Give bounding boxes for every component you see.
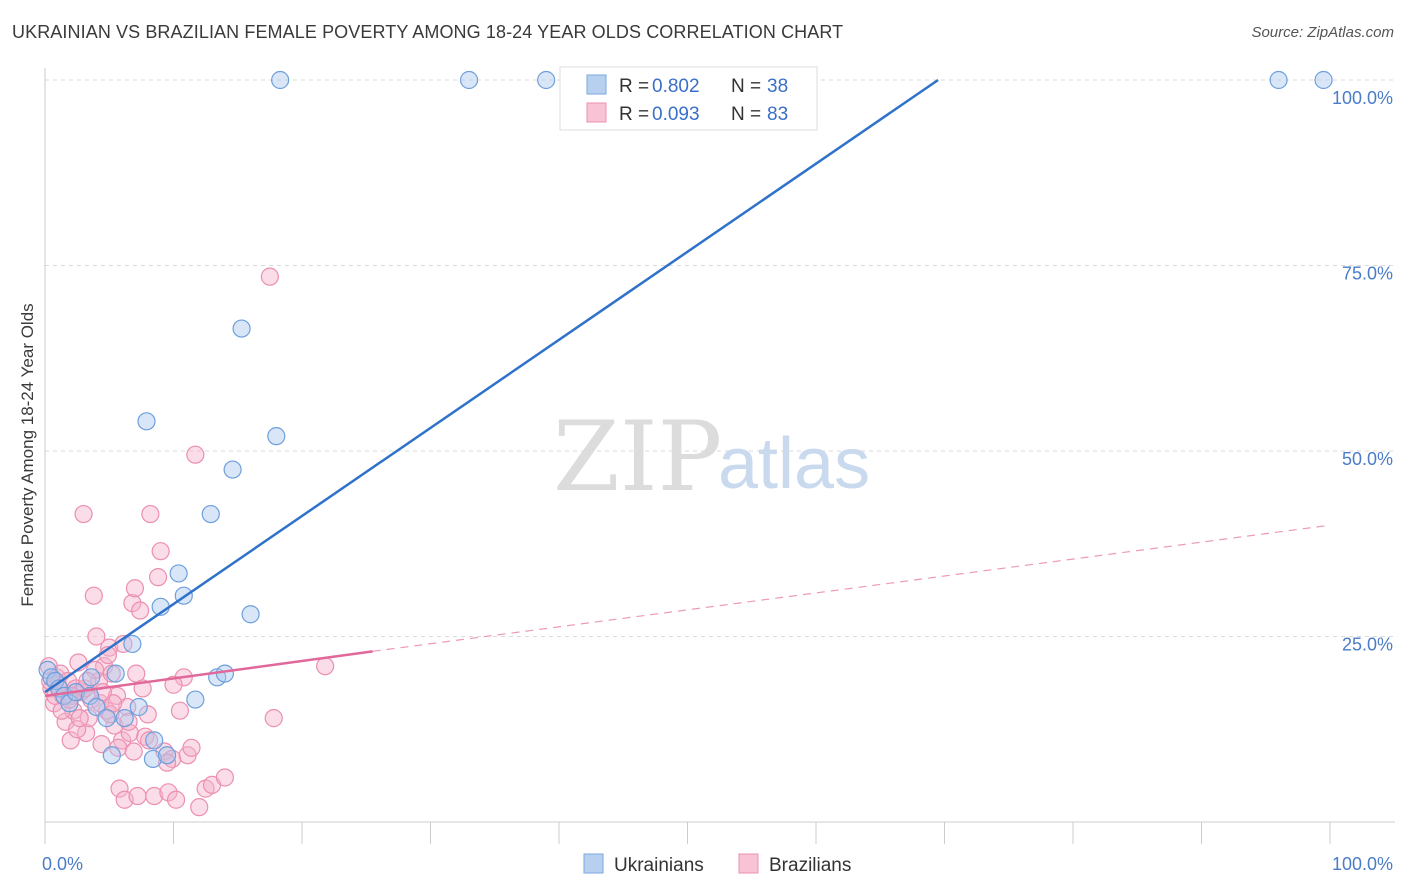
- brazilians-point: [141, 504, 160, 524]
- brazilians-point: [70, 709, 89, 728]
- legend-n-value-brazilians: 83: [767, 104, 788, 125]
- legend-n-label-ukrainians: N =: [731, 76, 761, 97]
- bottom-legend: Ukrainians Brazilians: [583, 853, 851, 876]
- legend-r-label-brazilians: R =: [619, 104, 649, 125]
- brazilians-point: [166, 790, 186, 809]
- legend-swatch-brazilians: [586, 102, 607, 123]
- brazilians-trend-line-extended: [372, 524, 1331, 652]
- brazilians-point: [109, 738, 128, 757]
- ukrainians-point: [157, 746, 177, 765]
- legend-n-label-brazilians: N =: [731, 104, 761, 125]
- ukrainians-point: [145, 731, 164, 750]
- ukrainians-point: [102, 746, 121, 765]
- bottom-legend-label-brazilians: Brazilians: [769, 855, 851, 876]
- legend-r-value-brazilians: 0.093: [652, 104, 700, 125]
- ukrainians-point: [60, 694, 79, 713]
- brazilians-point: [164, 675, 183, 694]
- ukrainians-point: [232, 319, 251, 338]
- brazilians-point: [127, 664, 146, 683]
- y-tick-label: 50.0%: [1342, 449, 1393, 469]
- brazilians-point: [84, 586, 103, 605]
- brazilians-point: [316, 657, 335, 676]
- legend-swatch-ukrainians: [586, 74, 607, 95]
- x-tick-label: 100.0%: [1332, 854, 1393, 874]
- ukrainians-point: [459, 70, 479, 90]
- bottom-legend-swatch-ukrainians: [583, 853, 604, 874]
- brazilians-point: [128, 786, 147, 806]
- watermark-atlas: atlas: [718, 424, 870, 504]
- y-tick-label: 100.0%: [1332, 88, 1393, 108]
- ukrainians-point: [1314, 70, 1333, 90]
- ukrainians-point: [241, 605, 260, 624]
- ukrainians-point: [137, 412, 156, 431]
- brazilians-point: [68, 720, 87, 739]
- legend: R = 0.802 N = 38 R = 0.093 N = 83: [559, 66, 818, 131]
- ukrainians-point: [87, 697, 106, 717]
- y-axis-title: Female Poverty Among 18-24 Year Olds: [18, 303, 37, 606]
- ukrainians-point: [201, 504, 220, 524]
- brazilians-point: [87, 627, 106, 646]
- brazilians-point: [130, 601, 150, 620]
- brazilians-point: [148, 568, 168, 587]
- ukrainians-point: [271, 70, 290, 90]
- brazilians-trend-line: [44, 650, 373, 698]
- brazilians-point: [190, 798, 209, 817]
- ukrainians-point: [115, 709, 134, 728]
- brazilians-point: [186, 445, 205, 464]
- ukrainians-point: [97, 709, 116, 728]
- brazilians-point: [260, 267, 279, 286]
- brazilians-point: [123, 594, 142, 613]
- ukrainians-trend-line: [44, 78, 939, 694]
- brazilians-point: [159, 783, 178, 802]
- brazilians-point: [139, 731, 159, 750]
- brazilians-point: [105, 716, 124, 735]
- ukrainians-point: [223, 460, 242, 479]
- brazilians-point: [170, 701, 190, 720]
- ukrainians-point: [143, 749, 163, 769]
- tick-labels: 25.0% 50.0% 75.0% 100.0% 0.0% 100.0%: [42, 88, 1393, 874]
- ukrainians-point: [186, 690, 205, 709]
- chart-source: Source: ZipAtlas.com: [1251, 24, 1394, 41]
- brazilians-point: [215, 768, 234, 787]
- trend-lines: [44, 78, 1331, 698]
- brazilians-point: [74, 504, 93, 524]
- watermark-zip: ZIP: [553, 401, 722, 513]
- ukrainians-point: [215, 664, 234, 683]
- legend-r-value-ukrainians: 0.802: [652, 76, 700, 97]
- brazilians-point: [151, 542, 170, 561]
- x-tick-label: 0.0%: [42, 854, 83, 874]
- brazilians-point: [124, 742, 143, 761]
- bottom-legend-label-ukrainians: Ukrainians: [614, 855, 704, 876]
- brazilians-point: [264, 709, 283, 728]
- brazilians-point: [125, 579, 145, 598]
- chart-title: UKRAINIAN VS BRAZILIAN FEMALE POVERTY AM…: [12, 22, 844, 42]
- axes: [44, 68, 1395, 844]
- watermark: ZIP atlas: [553, 401, 870, 513]
- brazilians-point: [110, 779, 129, 798]
- brazilians-point: [157, 753, 177, 772]
- ukrainians-point: [123, 634, 142, 654]
- y-tick-label: 75.0%: [1342, 264, 1393, 284]
- ukrainians-point: [169, 564, 188, 583]
- ukrainians-point: [106, 664, 125, 683]
- ukrainians-point: [80, 686, 100, 705]
- bottom-legend-swatch-brazilians: [738, 853, 759, 874]
- brazilians-point: [145, 786, 164, 806]
- y-tick-label: 25.0%: [1342, 635, 1393, 655]
- brazilians-point: [182, 738, 201, 757]
- ukrainians-point: [129, 697, 148, 717]
- ukrainians-point: [82, 668, 101, 687]
- ukrainians-point: [537, 70, 556, 90]
- ukrainians-point: [1269, 70, 1288, 90]
- legend-n-value-ukrainians: 38: [767, 76, 788, 97]
- legend-r-label-ukrainians: R =: [619, 76, 649, 97]
- brazilians-point: [61, 731, 80, 750]
- ukrainians-point: [267, 427, 286, 446]
- brazilians-points: [39, 267, 335, 817]
